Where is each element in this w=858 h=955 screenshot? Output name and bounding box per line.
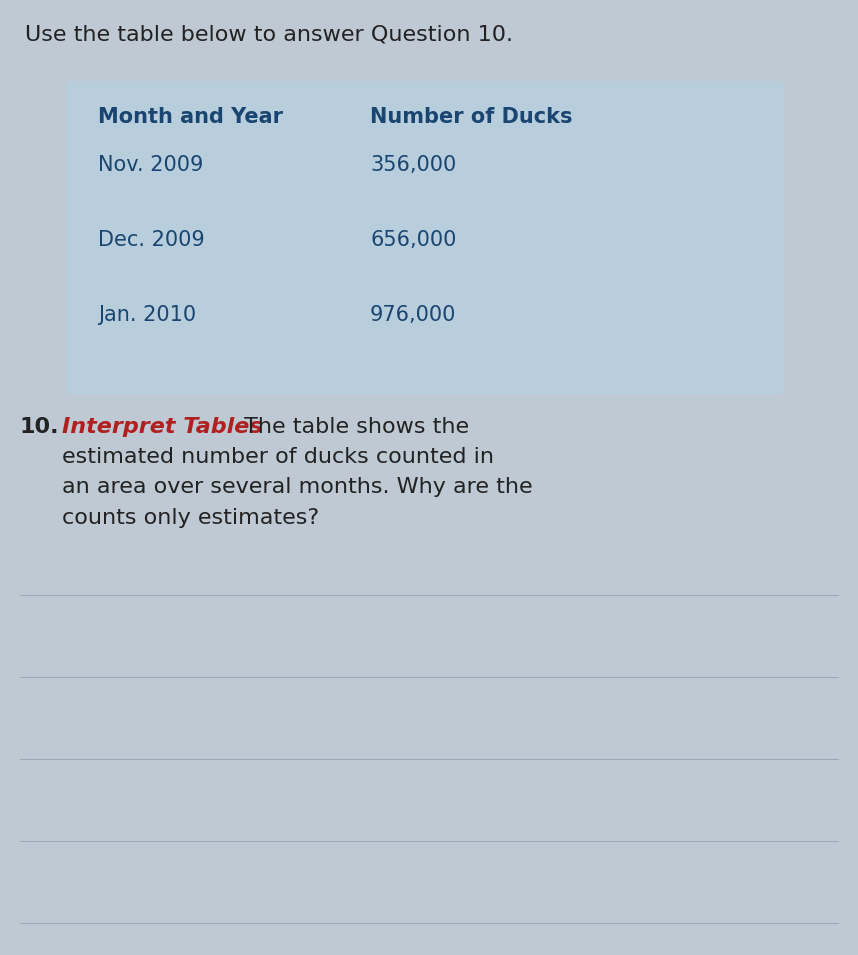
Text: Dec. 2009: Dec. 2009 [98, 230, 205, 250]
Text: 656,000: 656,000 [370, 230, 456, 250]
Text: Month and Year: Month and Year [98, 107, 283, 127]
Text: 976,000: 976,000 [370, 305, 456, 325]
Text: Use the table below to answer Question 10.: Use the table below to answer Question 1… [25, 25, 513, 45]
FancyBboxPatch shape [66, 81, 784, 394]
Text: The table shows the: The table shows the [237, 417, 469, 437]
Text: estimated number of ducks counted in
an area over several months. Why are the
co: estimated number of ducks counted in an … [62, 447, 533, 528]
Text: Nov. 2009: Nov. 2009 [98, 155, 203, 175]
Text: Number of Ducks: Number of Ducks [370, 107, 572, 127]
Text: 10.: 10. [20, 417, 59, 437]
Text: 356,000: 356,000 [370, 155, 456, 175]
Text: Interpret Tables: Interpret Tables [62, 417, 263, 437]
Text: Jan. 2010: Jan. 2010 [98, 305, 196, 325]
